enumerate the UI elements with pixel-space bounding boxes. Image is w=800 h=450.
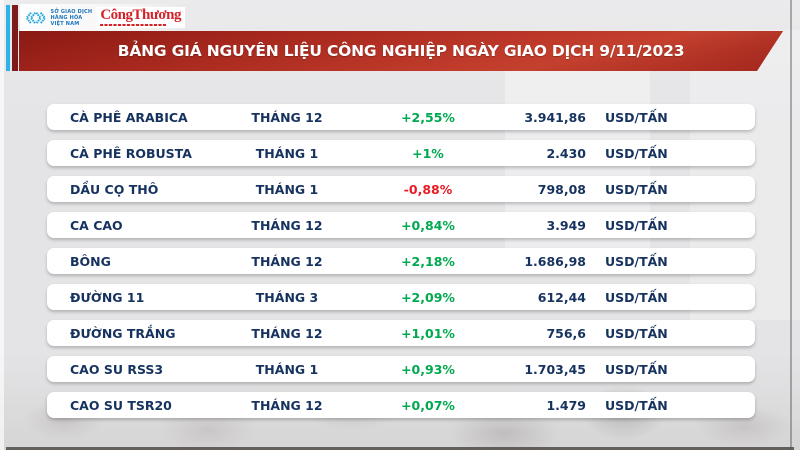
price-table: CÀ PHÊ ARABICA THÁNG 12 +2,55% 3.941,86 USD/… bbox=[47, 104, 755, 418]
price-value: 2.430 bbox=[546, 145, 586, 161]
price-unit: USD/TẤN bbox=[605, 289, 668, 305]
commodity-name: BÔNG bbox=[70, 253, 111, 269]
table-row: CÀ PHÊ ROBUSTA THÁNG 1 +1% 2.430 USD/TẤN bbox=[47, 140, 755, 166]
exchange-name-line: VIỆT NAM bbox=[50, 20, 80, 27]
congthuong-logo: CôngThương bbox=[96, 7, 185, 28]
change-percent: +1% bbox=[412, 145, 444, 161]
commodity-name: DẦU CỌ THÔ bbox=[70, 181, 159, 197]
price-unit: USD/TẤN bbox=[605, 181, 668, 197]
mxv-chevrons-icon bbox=[25, 11, 47, 24]
page-title: BẢNG GIÁ NGUYÊN LIỆU CÔNG NGHIỆP NGÀY GI… bbox=[117, 42, 685, 60]
commodity-name: ĐƯỜNG TRẮNG bbox=[70, 325, 176, 341]
price-unit: USD/TẤN bbox=[605, 145, 668, 161]
price-value: 756,6 bbox=[546, 325, 586, 341]
change-percent: +0,07% bbox=[401, 397, 455, 413]
contract-month: THÁNG 1 bbox=[255, 181, 319, 197]
price-value: 798,08 bbox=[537, 181, 586, 197]
commodity-name: ĐƯỜNG 11 bbox=[70, 289, 145, 305]
accent-bar-blue bbox=[6, 5, 10, 71]
change-percent: +2,55% bbox=[401, 109, 455, 125]
contract-month: THÁNG 12 bbox=[251, 253, 323, 269]
price-value: 3.941,86 bbox=[524, 109, 586, 125]
commodity-name: CÀ PHÊ ROBUSTA bbox=[70, 145, 192, 161]
price-value: 3.949 bbox=[546, 217, 586, 233]
congthuong-tagline-line bbox=[100, 24, 167, 26]
table-row: BÔNG THÁNG 12 +2,18% 1.686,98 USD/TẤN bbox=[47, 248, 755, 274]
contract-month: THÁNG 12 bbox=[251, 325, 323, 341]
left-edge-highlight bbox=[0, 0, 4, 450]
change-percent: +0,93% bbox=[401, 361, 455, 377]
exchange-name: SỞ GIAO DỊCH HÀNG HÓA VIỆT NAM bbox=[51, 9, 93, 27]
bottom-edge-line bbox=[6, 447, 794, 450]
exchange-name-line: HÀNG HÓA bbox=[50, 14, 83, 21]
commodity-name: CÀ PHÊ ARABICA bbox=[70, 109, 188, 125]
accent-bar-darkred bbox=[12, 5, 18, 71]
congthuong-wordmark: CôngThương bbox=[100, 7, 181, 23]
change-percent: +1,01% bbox=[401, 325, 455, 341]
price-unit: USD/TẤN bbox=[605, 253, 668, 269]
table-row: CA CAO THÁNG 12 +0,84% 3.949 USD/TẤN bbox=[47, 212, 755, 238]
change-percent: +2,09% bbox=[401, 289, 455, 305]
price-unit: USD/TẤN bbox=[605, 361, 668, 377]
commodity-name: CAO SU RSS3 bbox=[70, 361, 164, 377]
price-value: 1.686,98 bbox=[524, 253, 586, 269]
right-edge-line bbox=[790, 0, 792, 450]
contract-month: THÁNG 1 bbox=[255, 361, 319, 377]
price-unit: USD/TẤN bbox=[605, 217, 668, 233]
price-value: 612,44 bbox=[537, 289, 586, 305]
contract-month: THÁNG 3 bbox=[255, 289, 319, 305]
change-percent: +2,18% bbox=[401, 253, 455, 269]
change-percent: +0,84% bbox=[401, 217, 455, 233]
contract-month: THÁNG 12 bbox=[251, 217, 323, 233]
commodity-name: CAO SU TSR20 bbox=[70, 397, 172, 413]
contract-month: THÁNG 12 bbox=[251, 109, 323, 125]
table-row: DẦU CỌ THÔ THÁNG 1 -0,88% 798,08 USD/TẤN bbox=[47, 176, 755, 202]
table-row: CAO SU RSS3 THÁNG 1 +0,93% 1.703,45 USD/TẤN bbox=[47, 356, 755, 382]
table-row: ĐƯỜNG 11 THÁNG 3 +2,09% 612,44 USD/TẤN bbox=[47, 284, 755, 310]
contract-month: THÁNG 12 bbox=[251, 397, 323, 413]
table-row: CÀ PHÊ ARABICA THÁNG 12 +2,55% 3.941,86 USD/… bbox=[47, 104, 755, 130]
title-banner: BẢNG GIÁ NGUYÊN LIỆU CÔNG NGHIỆP NGÀY GI… bbox=[19, 31, 783, 71]
commodity-name: CA CAO bbox=[70, 217, 123, 233]
price-value: 1.703,45 bbox=[524, 361, 586, 377]
change-percent: -0,88% bbox=[403, 181, 453, 197]
price-unit: USD/TẤN bbox=[605, 109, 668, 125]
price-value: 1.479 bbox=[546, 397, 586, 413]
contract-month: THÁNG 1 bbox=[255, 145, 319, 161]
table-row: CAO SU TSR20 THÁNG 12 +0,07% 1.479 USD/TẤN bbox=[47, 392, 755, 418]
price-unit: USD/TẤN bbox=[605, 397, 668, 413]
table-row: ĐƯỜNG TRẮNG THÁNG 12 +1,01% 756,6 USD/TẤN bbox=[47, 320, 755, 346]
price-unit: USD/TẤN bbox=[605, 325, 668, 341]
logo-panel: SỞ GIAO DỊCH HÀNG HÓA VIỆT NAM CôngThươn… bbox=[20, 4, 185, 31]
exchange-name-line: SỞ GIAO DỊCH bbox=[50, 8, 93, 15]
